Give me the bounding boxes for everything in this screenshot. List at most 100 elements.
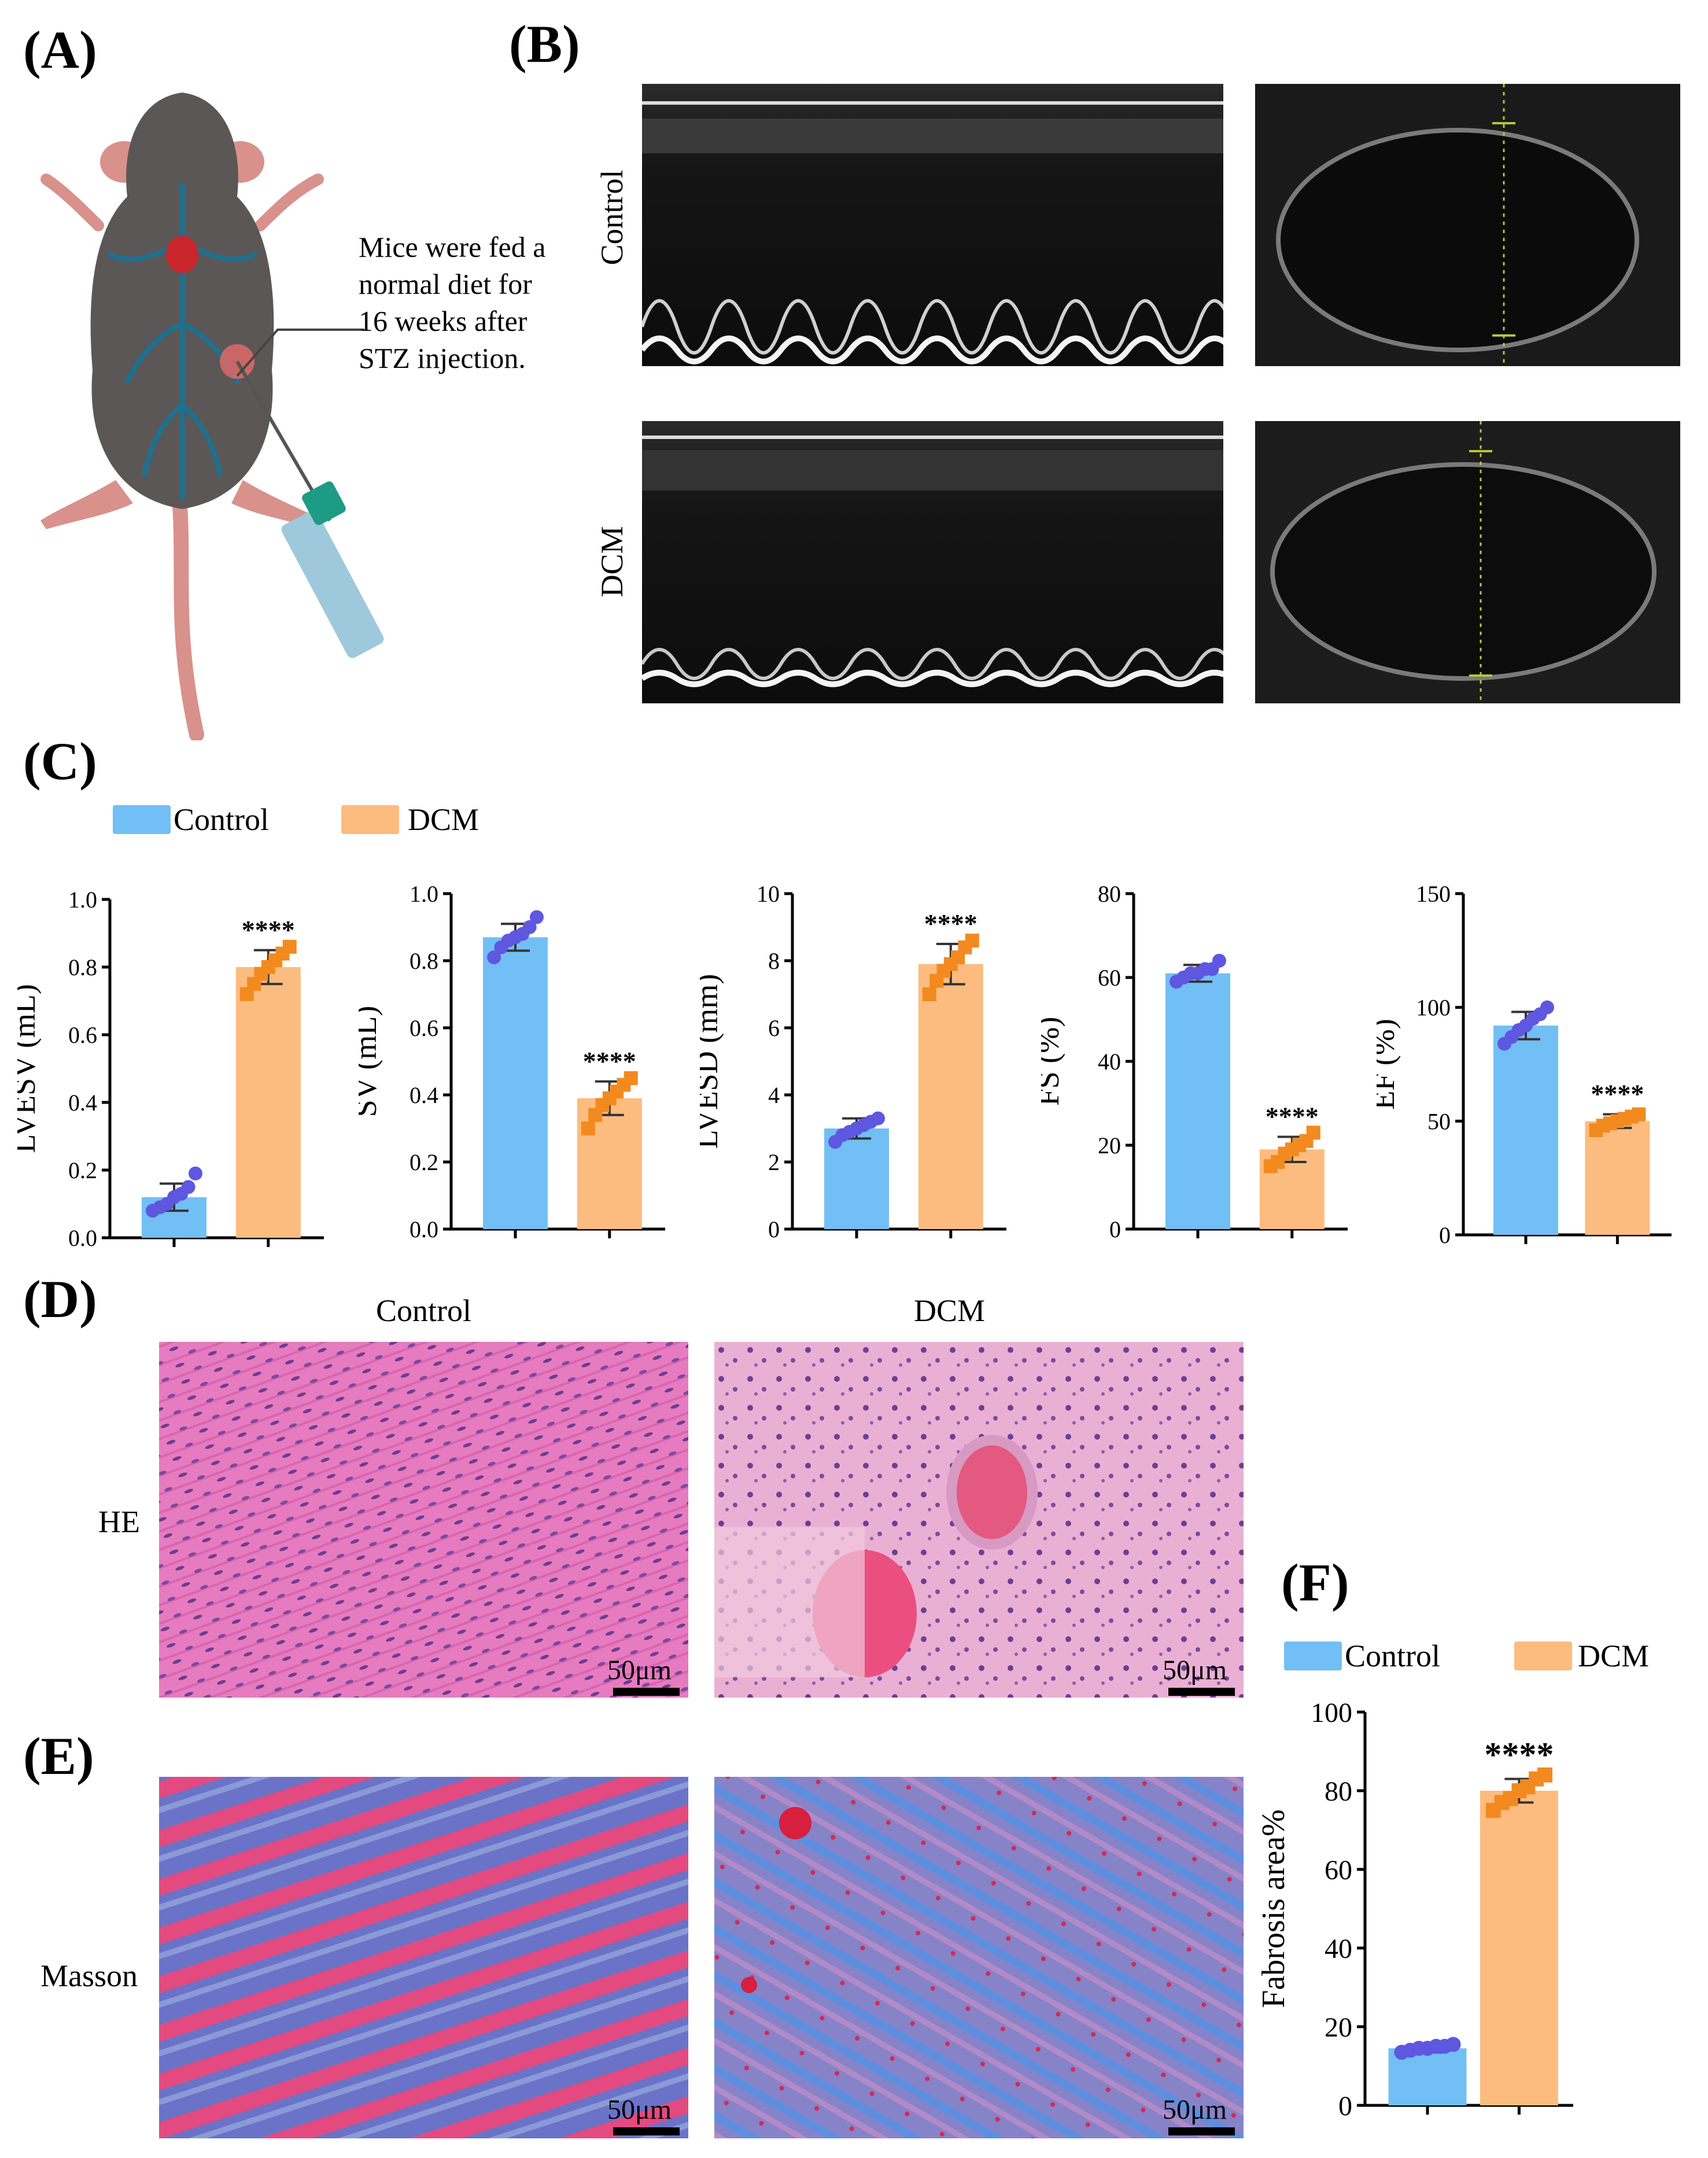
legend-label-control: Control	[174, 802, 270, 837]
chart5-bar-1	[1480, 1791, 1558, 2105]
annotation-line-3: 16 weeks after	[359, 305, 527, 337]
scalebar-masson-control	[613, 2127, 680, 2135]
chart2-point-1-0	[922, 987, 936, 1001]
chart3-ylabel: FS (%)	[1041, 1017, 1065, 1106]
annotation-pointer-line	[236, 329, 364, 377]
mmode-image-dcm	[642, 421, 1223, 703]
chart1-point-0-0	[487, 950, 501, 965]
bmode-image-control	[1255, 84, 1680, 366]
chart1-ytick-label-5: 1.0	[410, 881, 438, 907]
panel-label-c: (C)	[23, 732, 97, 791]
panel-label-d: (D)	[23, 1270, 97, 1329]
row-label-dcm-echo: DCM	[595, 526, 629, 597]
chart-lvesd: 0 2 4 6 8 10 LVESD (mm) ****	[700, 881, 1006, 1242]
chart5-point-0-6	[1445, 2037, 1461, 2052]
masson-image-dcm	[714, 1777, 1244, 2138]
histology-column-control: Control	[376, 1293, 472, 1328]
chart1-ytick-label-3: 0.6	[410, 1015, 438, 1041]
chart3-ytick-label-1: 20	[1098, 1133, 1121, 1159]
chart2-ytick-label-2: 4	[768, 1082, 780, 1108]
chart2-ylabel: LVESD (mm)	[700, 974, 724, 1149]
chart-sv: 0.0 0.2 0.4 0.6 0.8 1.0 SV (mL) ****	[359, 881, 665, 1242]
legend-f-swatch-dcm	[1514, 1641, 1572, 1670]
chart1-ytick-label-4: 0.8	[410, 948, 438, 974]
chart5-ytick-label-3: 60	[1325, 1855, 1352, 1886]
scalebar-label-he-dcm: 50μm	[1163, 1655, 1227, 1685]
chart0-significance: ****	[242, 915, 295, 945]
row-label-control-echo: Control	[595, 169, 629, 265]
legend-f-label-control: Control	[1345, 1639, 1441, 1673]
chart2-ytick-label-0: 0	[768, 1216, 780, 1242]
chart-fibrosis-area: 0 20 40 60 80 100 Fabrosis area% ****	[1256, 1698, 1573, 2122]
chart4-ytick-label-1: 50	[1427, 1108, 1451, 1134]
scalebar-label-he-control: 50μm	[607, 1655, 672, 1685]
chart1-ylabel: SV (mL)	[359, 1006, 383, 1117]
chart-fs: 0 20 40 60 80 FS (%) ****	[1041, 881, 1348, 1242]
chart1-ytick-label-2: 0.4	[410, 1082, 438, 1108]
chart4-significance: ****	[1591, 1079, 1644, 1109]
chart4-ytick-label-0: 0	[1439, 1222, 1451, 1248]
chart2-point-1-6	[965, 934, 979, 948]
masson-image-control	[159, 1777, 688, 2138]
chart4-ylabel: EF (%)	[1377, 1019, 1401, 1109]
chart2-significance: ****	[924, 909, 977, 938]
chart4-ytick-label-2: 100	[1416, 995, 1451, 1021]
he-image-dcm	[714, 1342, 1244, 1698]
chart2-ytick-label-4: 8	[768, 948, 780, 974]
chart5-ytick-label-1: 20	[1325, 2012, 1352, 2043]
chart1-bar-1	[577, 1098, 642, 1229]
chart3-point-1-6	[1306, 1126, 1320, 1140]
chart0-ytick-label-5: 1.0	[68, 887, 97, 913]
chart5-significance: ****	[1484, 1736, 1554, 1774]
he-image-control	[159, 1342, 688, 1698]
chart3-ytick-label-2: 40	[1098, 1049, 1121, 1075]
chart2-ytick-label-1: 2	[768, 1149, 780, 1175]
panel-label-a: (A)	[23, 20, 97, 79]
chart1-significance: ****	[583, 1046, 636, 1076]
chart5-ytick-label-4: 80	[1325, 1776, 1352, 1807]
bmode-image-dcm	[1255, 421, 1680, 703]
scalebar-label-masson-control: 50μm	[607, 2094, 672, 2125]
chart1-bar-0	[483, 937, 548, 1229]
chart2-ytick-label-3: 6	[768, 1015, 780, 1041]
legend-f-swatch-control	[1284, 1641, 1342, 1670]
annotation-line-4: STZ injection.	[359, 342, 526, 374]
chart3-bar-0	[1165, 973, 1230, 1229]
chart0-ytick-label-4: 0.8	[68, 954, 97, 980]
annotation-line-2: normal diet for	[359, 268, 532, 300]
mouse-illustration	[40, 93, 384, 740]
histology-row-he: HE	[98, 1504, 140, 1539]
chart2-point-0-6	[870, 1111, 885, 1126]
chart4-point-0-6	[1540, 1000, 1554, 1015]
chart3-ytick-label-0: 0	[1109, 1216, 1121, 1242]
chart4-bar-1	[1585, 1121, 1650, 1235]
chart1-ytick-label-0: 0.0	[410, 1216, 438, 1242]
chart0-ytick-label-3: 0.6	[68, 1022, 97, 1048]
legend-swatch-dcm	[341, 805, 399, 834]
chart2-bar-1	[918, 964, 983, 1229]
legend-f-label-dcm: DCM	[1578, 1639, 1650, 1673]
chart4-bar-0	[1493, 1025, 1558, 1235]
chart0-point-0-6	[188, 1166, 202, 1181]
chart5-point-1-6	[1537, 1767, 1552, 1783]
legend-label-dcm: DCM	[408, 802, 479, 837]
histology-column-dcm: DCM	[914, 1293, 986, 1328]
chart1-point-0-6	[529, 910, 544, 924]
panel-label-f: (F)	[1281, 1553, 1349, 1612]
chart2-ytick-label-5: 10	[757, 881, 780, 907]
scalebar-masson-dcm	[1168, 2127, 1235, 2135]
chart3-ytick-label-4: 80	[1098, 881, 1121, 907]
scalebar-he-dcm	[1168, 1688, 1235, 1696]
chart0-bar-1	[235, 967, 301, 1238]
chart4-ytick-label-3: 150	[1416, 881, 1451, 907]
chart3-ytick-label-3: 60	[1098, 965, 1121, 991]
chart0-ytick-label-0: 0.0	[68, 1225, 97, 1251]
panel-label-b: (B)	[509, 14, 580, 73]
chart1-point-1-0	[581, 1122, 595, 1135]
chart3-significance: ****	[1266, 1102, 1319, 1131]
chart5-ytick-label-2: 40	[1325, 1934, 1352, 1964]
chart4-point-1-6	[1632, 1107, 1646, 1122]
mmode-image-control	[642, 84, 1223, 366]
annotation-line-1: Mice were fed a	[359, 231, 546, 263]
chart5-ytick-label-0: 0	[1338, 2091, 1352, 2122]
